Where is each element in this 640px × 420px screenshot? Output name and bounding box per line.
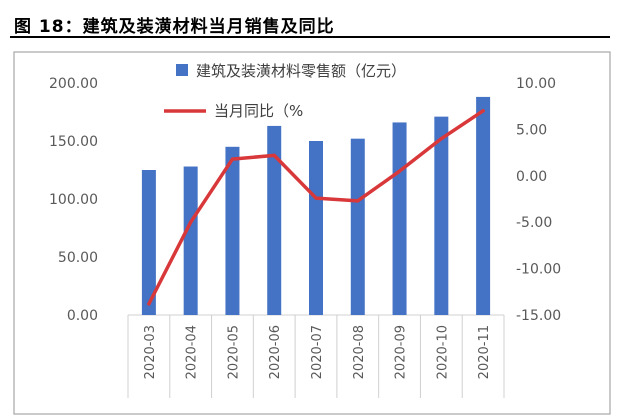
- bar: [141, 170, 156, 315]
- x-tick-label: 2020-10: [435, 325, 450, 379]
- bar: [476, 96, 491, 315]
- y-right-tick-label: -5.00: [516, 215, 552, 231]
- bar: [309, 141, 323, 315]
- x-tick-label: 2020-04: [185, 325, 200, 379]
- line-point: [481, 109, 485, 113]
- y-left-tick-label: 150.00: [49, 134, 98, 150]
- figure-header: 图 18：建筑及装潢材料当月销售及同比: [10, 8, 610, 38]
- bar: [267, 125, 282, 315]
- x-tick-label: 2020-05: [226, 325, 241, 379]
- title-rule: [10, 36, 610, 38]
- line-point: [147, 302, 151, 306]
- x-tick-label: 2020-06: [268, 325, 283, 379]
- bar: [350, 138, 365, 315]
- y-right-tick-label: 0.00: [516, 169, 547, 185]
- bar: [183, 166, 198, 315]
- x-tick-label: 2020-07: [310, 325, 325, 379]
- y-left-tick-label: 0.00: [67, 308, 98, 324]
- x-tick-label: 2020-09: [394, 325, 409, 379]
- line-point: [189, 220, 193, 224]
- line-point: [356, 199, 360, 203]
- x-tick-label: 2020-08: [352, 325, 367, 379]
- y-right-tick-label: -10.00: [516, 262, 561, 278]
- y-right-tick-label: -15.00: [516, 308, 561, 324]
- x-tick-label: 2020-11: [477, 325, 492, 379]
- line-point: [230, 157, 235, 161]
- y-left-tick-label: 200.00: [49, 76, 98, 92]
- y-right-tick-label: 5.00: [516, 122, 547, 138]
- bar: [392, 122, 407, 315]
- legend-line-label: 当月同比（%: [214, 102, 303, 120]
- legend-bar-swatch: [176, 64, 188, 76]
- figure-title: 图 18：建筑及装潢材料当月销售及同比: [14, 17, 335, 37]
- y-right-tick-label: 10.00: [516, 76, 556, 92]
- y-left-tick-label: 50.00: [58, 250, 98, 266]
- line-point: [272, 153, 276, 157]
- legend-bar-label: 建筑及装潢材料零售额（亿元）: [196, 62, 406, 80]
- line-point: [314, 196, 318, 200]
- y-left-tick-label: 100.00: [49, 192, 98, 208]
- bar: [434, 116, 449, 315]
- line-point: [439, 137, 443, 141]
- bar: [225, 146, 240, 315]
- line-point: [397, 169, 402, 173]
- x-tick-label: 2020-03: [143, 325, 158, 379]
- chart-frame: [13, 51, 611, 415]
